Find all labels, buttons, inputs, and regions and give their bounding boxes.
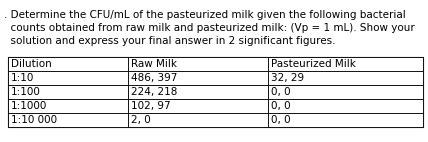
Text: 1:10 000: 1:10 000 (11, 115, 57, 125)
Text: 224, 218: 224, 218 (131, 87, 177, 97)
Text: Raw Milk: Raw Milk (131, 59, 177, 69)
Text: 0, 0: 0, 0 (271, 87, 291, 97)
Text: . Determine the CFU/mL of the pasteurized milk given the following bacterial: . Determine the CFU/mL of the pasteurize… (4, 10, 406, 19)
Bar (268, 71, 423, 85)
Text: 32, 29: 32, 29 (271, 73, 304, 83)
Text: 2, 0: 2, 0 (131, 115, 151, 125)
Text: Pasteurized Milk: Pasteurized Milk (271, 59, 356, 69)
Bar (128, 71, 268, 85)
Bar (128, 57, 268, 71)
Bar (8, 113, 128, 127)
Bar (128, 85, 268, 99)
Bar (268, 99, 423, 113)
Text: 1:1000: 1:1000 (11, 101, 48, 111)
Text: 0, 0: 0, 0 (271, 101, 291, 111)
Bar (128, 113, 268, 127)
Text: 1:100: 1:100 (11, 87, 41, 97)
Bar (268, 113, 423, 127)
Bar (268, 57, 423, 71)
Bar (8, 71, 128, 85)
Bar (8, 57, 128, 71)
Bar (128, 99, 268, 113)
Bar (8, 85, 128, 99)
Text: counts obtained from raw milk and pasteurized milk: (Vp = 1 mL). Show your: counts obtained from raw milk and pasteu… (4, 23, 415, 33)
Text: solution and express your final answer in 2 significant figures.: solution and express your final answer i… (4, 36, 336, 46)
Text: 0, 0: 0, 0 (271, 115, 291, 125)
Text: 486, 397: 486, 397 (131, 73, 177, 83)
Text: Dilution: Dilution (11, 59, 52, 69)
Bar (8, 57, 423, 127)
Bar (8, 99, 128, 113)
Text: 102, 97: 102, 97 (131, 101, 171, 111)
Bar (268, 85, 423, 99)
Text: 1:10: 1:10 (11, 73, 34, 83)
